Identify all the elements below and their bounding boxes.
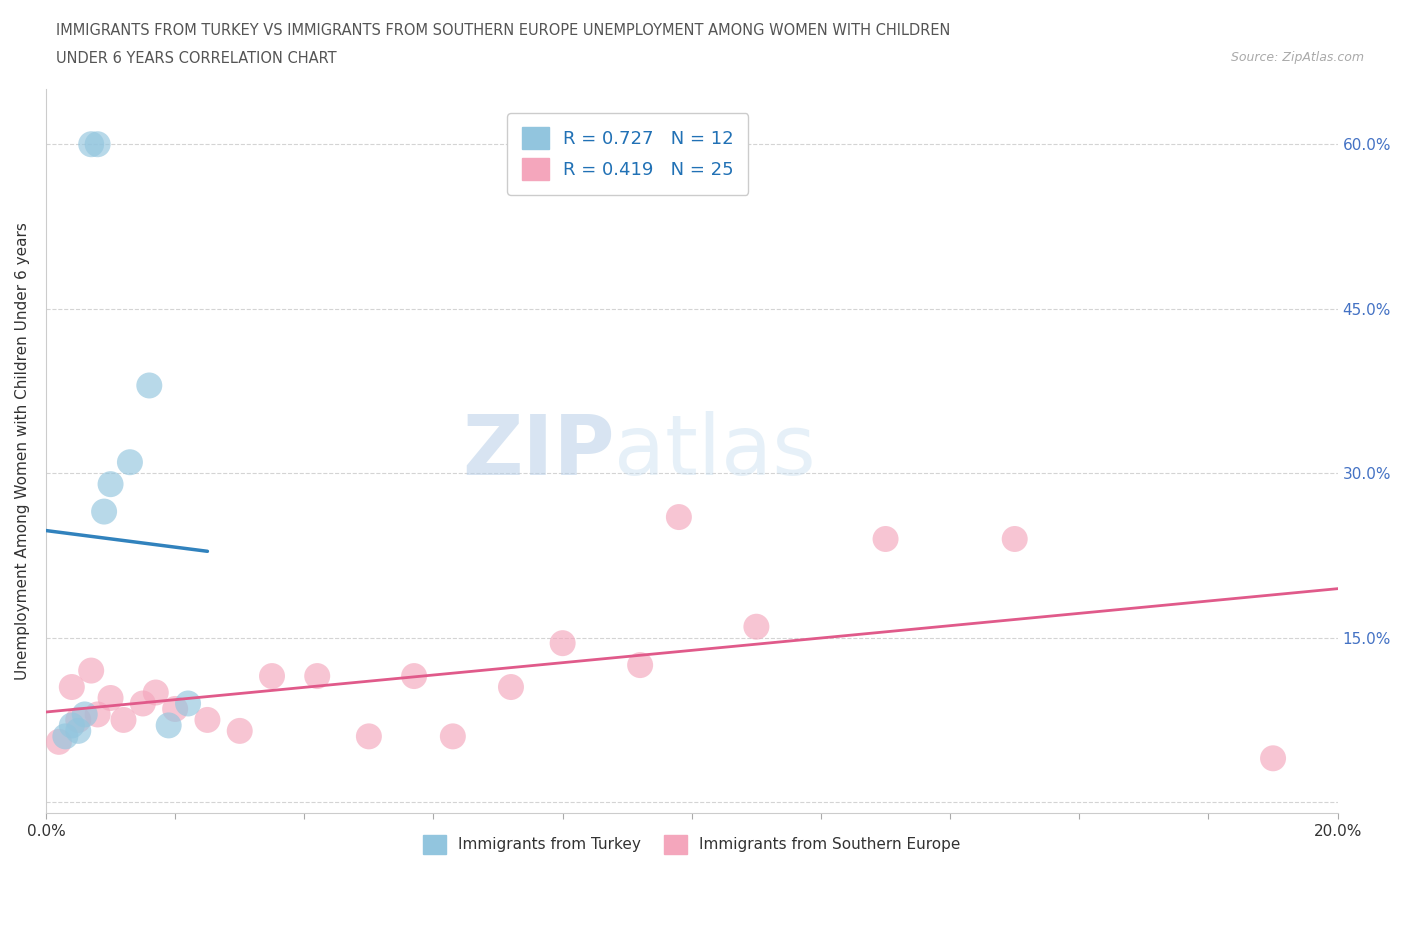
Y-axis label: Unemployment Among Women with Children Under 6 years: Unemployment Among Women with Children U… xyxy=(15,222,30,680)
Point xyxy=(307,669,329,684)
Text: ZIP: ZIP xyxy=(461,411,614,492)
Point xyxy=(145,685,167,700)
Point xyxy=(228,724,250,738)
Point xyxy=(93,504,115,519)
Point xyxy=(1004,532,1026,547)
Point xyxy=(67,712,90,727)
Point xyxy=(60,718,83,733)
Point xyxy=(67,724,90,738)
Point xyxy=(157,718,180,733)
Point xyxy=(1261,751,1284,765)
Point xyxy=(53,729,76,744)
Point xyxy=(875,532,897,547)
Point xyxy=(60,680,83,695)
Legend: Immigrants from Turkey, Immigrants from Southern Europe: Immigrants from Turkey, Immigrants from … xyxy=(418,829,967,859)
Text: UNDER 6 YEARS CORRELATION CHART: UNDER 6 YEARS CORRELATION CHART xyxy=(56,51,337,66)
Point xyxy=(112,712,135,727)
Point xyxy=(745,619,768,634)
Point xyxy=(86,137,108,152)
Point xyxy=(628,658,651,672)
Point xyxy=(48,735,70,750)
Text: Source: ZipAtlas.com: Source: ZipAtlas.com xyxy=(1230,51,1364,64)
Point xyxy=(165,701,187,716)
Point xyxy=(499,680,522,695)
Point xyxy=(357,729,380,744)
Text: IMMIGRANTS FROM TURKEY VS IMMIGRANTS FROM SOUTHERN EUROPE UNEMPLOYMENT AMONG WOM: IMMIGRANTS FROM TURKEY VS IMMIGRANTS FRO… xyxy=(56,23,950,38)
Point xyxy=(100,691,122,706)
Point xyxy=(404,669,426,684)
Point xyxy=(551,636,574,651)
Point xyxy=(118,455,141,470)
Point xyxy=(668,510,690,525)
Point xyxy=(132,696,155,711)
Point xyxy=(80,137,103,152)
Point xyxy=(80,663,103,678)
Point xyxy=(177,696,200,711)
Point xyxy=(260,669,283,684)
Point xyxy=(100,477,122,492)
Point xyxy=(441,729,464,744)
Point xyxy=(197,712,219,727)
Point xyxy=(138,378,160,392)
Point xyxy=(73,707,96,722)
Point xyxy=(86,707,108,722)
Text: atlas: atlas xyxy=(614,411,815,492)
